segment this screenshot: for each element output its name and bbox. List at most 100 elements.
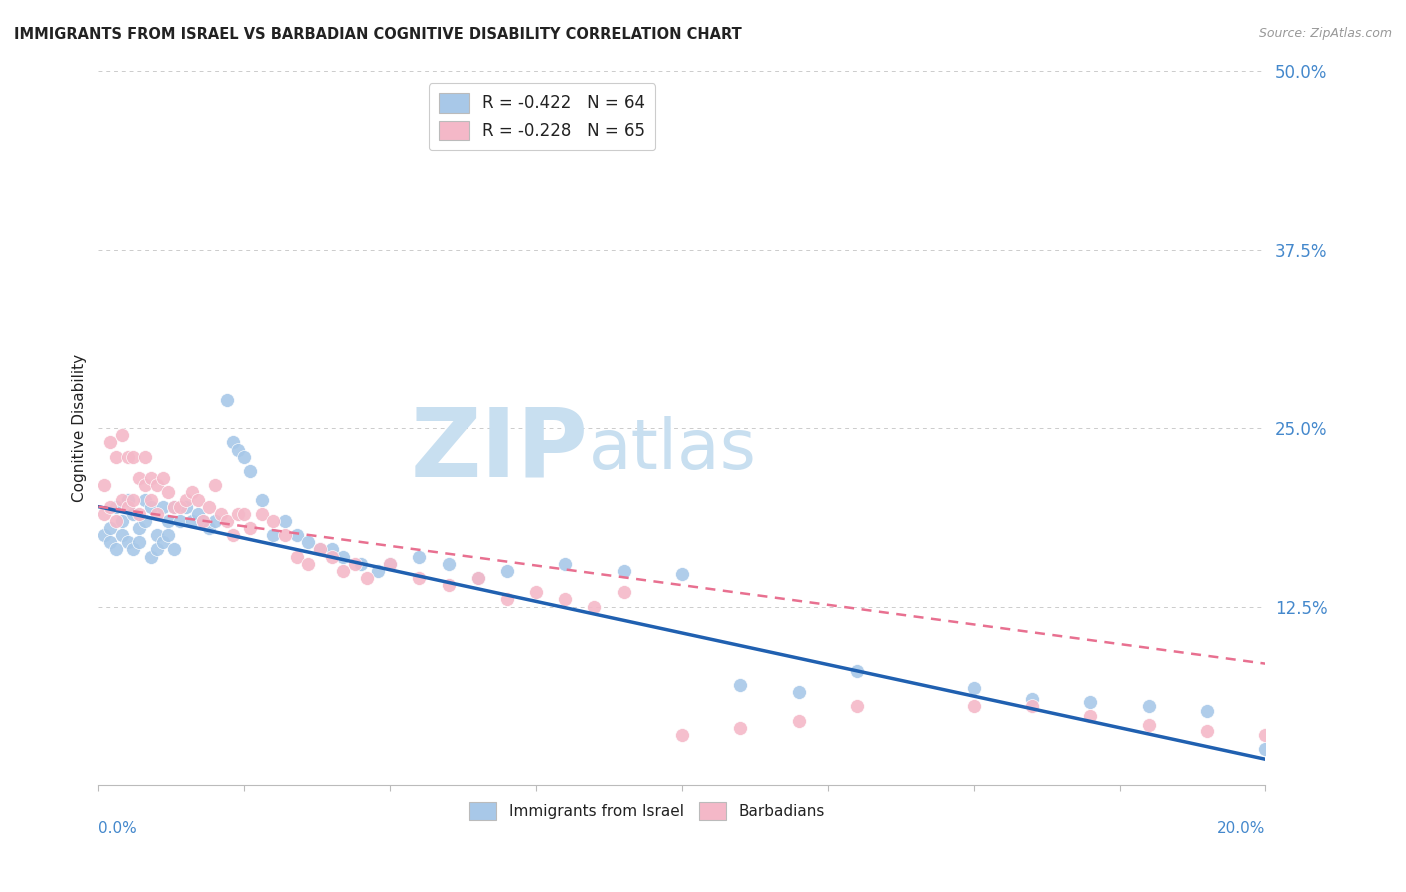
Point: [122, 450, 145, 464]
Point: [157, 514, 180, 528]
Point: [134, 450, 156, 464]
Text: Source: ZipAtlas.com: Source: ZipAtlas.com: [1258, 27, 1392, 40]
Point: [787, 714, 810, 728]
Point: [356, 571, 378, 585]
Point: [169, 500, 191, 514]
Point: [134, 478, 156, 492]
Point: [146, 507, 169, 521]
Text: 20.0%: 20.0%: [1218, 821, 1265, 836]
Point: [139, 500, 162, 514]
Text: IMMIGRANTS FROM ISRAEL VS BARBADIAN COGNITIVE DISABILITY CORRELATION CHART: IMMIGRANTS FROM ISRAEL VS BARBADIAN COGN…: [14, 27, 742, 42]
Point: [583, 599, 606, 614]
Point: [1137, 718, 1160, 732]
Point: [554, 592, 576, 607]
Point: [1254, 728, 1277, 742]
Point: [612, 585, 634, 599]
Text: ZIP: ZIP: [411, 403, 589, 496]
Point: [157, 528, 180, 542]
Point: [174, 500, 197, 514]
Point: [93, 528, 115, 542]
Point: [671, 566, 693, 581]
Point: [122, 542, 145, 557]
Point: [250, 507, 273, 521]
Point: [380, 557, 402, 571]
Point: [163, 542, 186, 557]
Point: [169, 514, 191, 528]
Point: [437, 578, 460, 592]
Point: [297, 557, 319, 571]
Point: [408, 571, 430, 585]
Point: [350, 557, 373, 571]
Point: [1080, 695, 1102, 709]
Point: [730, 678, 752, 692]
Point: [104, 542, 127, 557]
Point: [146, 542, 169, 557]
Point: [180, 514, 202, 528]
Point: [408, 549, 430, 564]
Point: [104, 500, 127, 514]
Point: [344, 557, 367, 571]
Point: [163, 500, 186, 514]
Point: [1021, 692, 1043, 706]
Point: [239, 521, 262, 535]
Point: [1195, 723, 1218, 738]
Point: [309, 542, 332, 557]
Point: [122, 507, 145, 521]
Point: [93, 478, 115, 492]
Point: [134, 514, 156, 528]
Point: [221, 528, 243, 542]
Point: [128, 471, 150, 485]
Point: [128, 535, 150, 549]
Point: [274, 514, 297, 528]
Point: [139, 549, 162, 564]
Point: [204, 478, 226, 492]
Point: [198, 521, 221, 535]
Point: [846, 664, 869, 678]
Point: [524, 585, 547, 599]
Point: [332, 549, 354, 564]
Point: [117, 535, 139, 549]
Point: [98, 435, 121, 450]
Point: [962, 681, 984, 695]
Point: [285, 528, 308, 542]
Point: [1137, 699, 1160, 714]
Point: [496, 564, 519, 578]
Point: [187, 492, 209, 507]
Point: [380, 557, 402, 571]
Point: [93, 507, 115, 521]
Point: [367, 564, 389, 578]
Point: [117, 500, 139, 514]
Point: [152, 500, 174, 514]
Point: [187, 507, 209, 521]
Point: [332, 564, 354, 578]
Point: [228, 507, 250, 521]
Text: 0.0%: 0.0%: [98, 821, 138, 836]
Point: [204, 514, 226, 528]
Point: [122, 492, 145, 507]
Text: atlas: atlas: [589, 416, 756, 483]
Point: [467, 571, 489, 585]
Point: [215, 514, 238, 528]
Point: [215, 392, 238, 407]
Point: [98, 521, 121, 535]
Point: [104, 450, 127, 464]
Point: [262, 528, 284, 542]
Point: [193, 514, 215, 528]
Point: [321, 542, 343, 557]
Point: [321, 549, 343, 564]
Point: [1021, 699, 1043, 714]
Point: [157, 485, 180, 500]
Point: [98, 535, 121, 549]
Point: [239, 464, 262, 478]
Point: [437, 557, 460, 571]
Point: [198, 500, 221, 514]
Point: [193, 514, 215, 528]
Point: [152, 535, 174, 549]
Point: [139, 471, 162, 485]
Point: [152, 471, 174, 485]
Point: [233, 507, 256, 521]
Point: [117, 450, 139, 464]
Point: [496, 592, 519, 607]
Legend: Immigrants from Israel, Barbadians: Immigrants from Israel, Barbadians: [461, 795, 832, 827]
Point: [163, 500, 186, 514]
